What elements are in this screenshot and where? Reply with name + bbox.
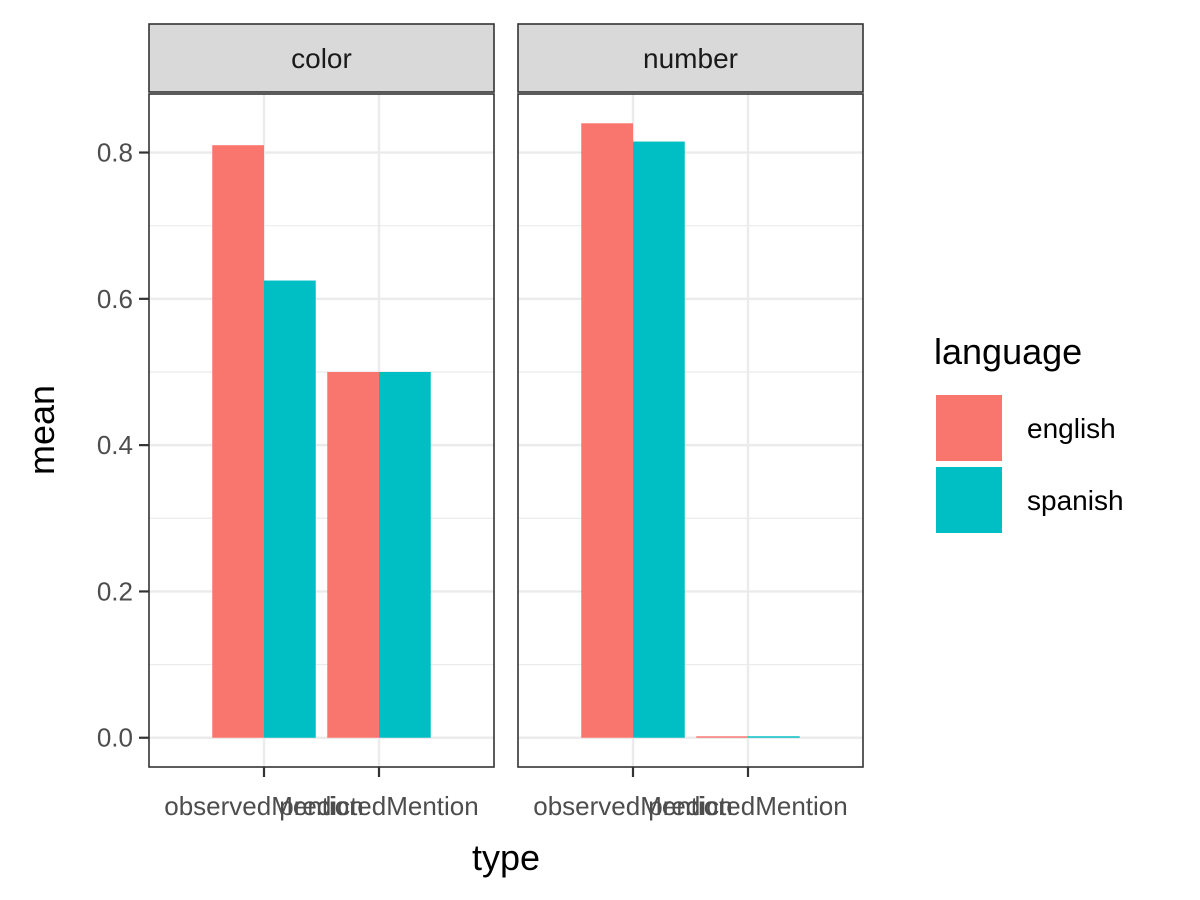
facet-strip (517, 23, 864, 93)
bar-color-observedMention-spanish (264, 280, 316, 738)
y-tick-label: 0.2 (97, 576, 133, 606)
facet-strip-label: color (291, 43, 352, 74)
bar-number-predictedMention-english (696, 736, 748, 738)
facet-strip-label: number (643, 43, 738, 74)
y-tick-label: 0.8 (97, 138, 133, 168)
x-tick-label: predictedMention (648, 791, 847, 821)
legend-key-english (936, 395, 1002, 461)
facet-strip (148, 23, 495, 93)
panel-background (149, 94, 494, 767)
legend-key-spanish (936, 467, 1002, 533)
bar-number-observedMention-spanish (633, 141, 685, 738)
panel-background (518, 94, 863, 767)
bar-number-observedMention-english (581, 123, 633, 738)
y-axis-title: mean (21, 385, 62, 475)
x-tick-label: observedMention (533, 791, 732, 821)
bar-number-predictedMention-spanish (748, 736, 800, 738)
x-axis-title: type (472, 837, 540, 878)
bar-color-predictedMention-english (327, 371, 379, 738)
bar-color-observedMention-english (212, 145, 264, 738)
facet-panels: colorobservedMentionpredictedMentionnumb… (148, 23, 864, 821)
y-axis: 0.0 0.2 0.4 0.6 0.8 (97, 138, 149, 753)
x-tick-label: predictedMention (279, 791, 478, 821)
legend-label-english: english (1027, 413, 1116, 444)
y-tick-label: 0.6 (97, 284, 133, 314)
bar-color-predictedMention-spanish (379, 371, 431, 738)
legend-label-spanish: spanish (1027, 485, 1124, 516)
y-tick-label: 0.4 (97, 430, 133, 460)
panel-border (517, 93, 864, 768)
panel-border (148, 93, 495, 768)
legend: language english spanish (934, 331, 1124, 533)
y-tick-label: 0.0 (97, 723, 133, 753)
x-tick-label: observedMention (164, 791, 363, 821)
legend-title: language (934, 331, 1082, 372)
